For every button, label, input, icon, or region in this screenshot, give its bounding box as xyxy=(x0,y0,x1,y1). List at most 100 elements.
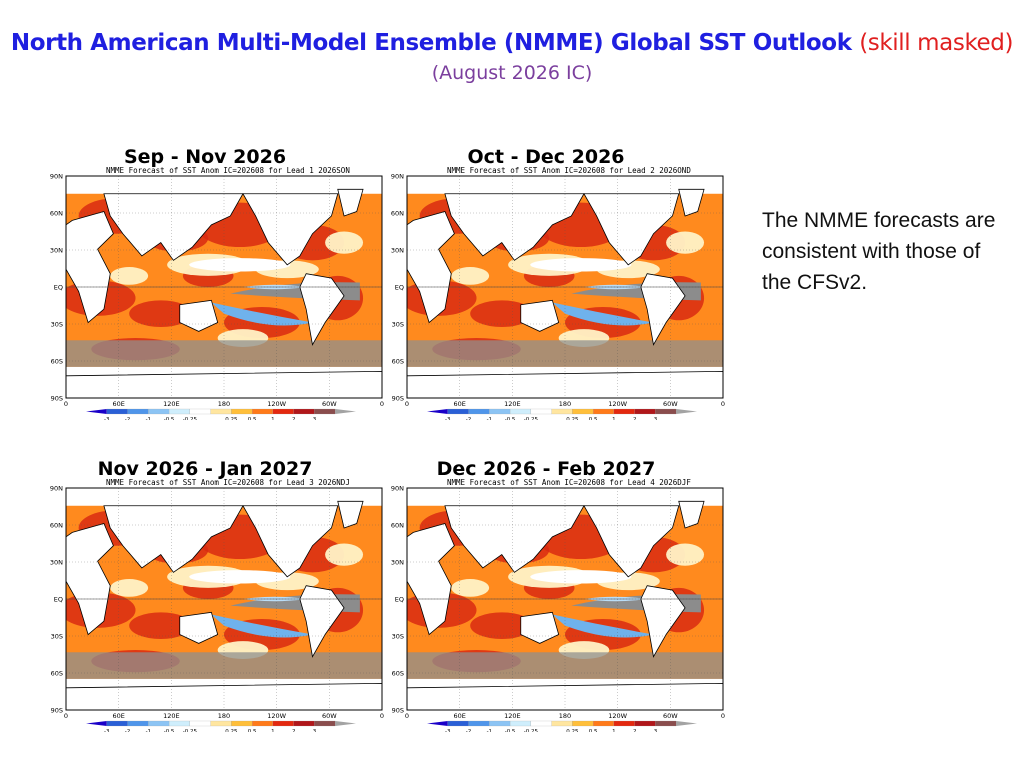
colorbar-tick-label: 0.25 xyxy=(566,417,579,420)
lat-label: 90S xyxy=(51,395,63,403)
lat-label: 30S xyxy=(392,633,404,641)
title-main: North American Multi-Model Ensemble (NMM… xyxy=(10,30,852,56)
lat-label: 90N xyxy=(50,485,63,493)
panel-season-label: Dec 2026 - Feb 2027 xyxy=(436,458,656,480)
colorbar-tick-label: -2 xyxy=(125,417,130,420)
page-subtitle: (August 2026 IC) xyxy=(431,62,593,84)
lon-label: 0 xyxy=(380,400,384,408)
lat-label: 60N xyxy=(50,522,63,530)
lat-label: 60N xyxy=(391,522,404,530)
colorbar-tick-label: -3 xyxy=(445,417,451,420)
lat-label: 60S xyxy=(51,358,63,366)
title-skill-masked: (skill masked) xyxy=(859,30,1014,56)
colorbar-tick-label: -0.25 xyxy=(183,417,198,420)
lat-label: EQ xyxy=(54,596,63,604)
lon-label: 180 xyxy=(218,712,230,720)
colorbar-tick-label: -2 xyxy=(466,729,471,732)
sst-anomaly-map: NMME Forecast of SST Anom IC=202608 for … xyxy=(391,478,725,732)
lon-label: 120W xyxy=(608,400,627,408)
sst-anomaly-map: NMME Forecast of SST Anom IC=202608 for … xyxy=(50,166,384,420)
colorbar-tick-label: -0.5 xyxy=(164,417,175,420)
panel-season-label: Sep - Nov 2026 xyxy=(123,146,287,168)
colorbar-tick-label: 1 xyxy=(271,417,275,420)
lon-label: 180 xyxy=(559,400,571,408)
colorbar: -3 -2 -1 -0.5 -0.25 0.25 0.5 1 2 3 xyxy=(427,408,697,420)
colorbar-tick-label: -1 xyxy=(146,417,151,420)
colorbar-tick-label: 0.5 xyxy=(589,417,598,420)
lat-label: 30N xyxy=(50,559,63,567)
lon-label: 120E xyxy=(163,400,180,408)
colorbar-tick-label: 3 xyxy=(313,729,317,732)
panel-season-label: Oct - Dec 2026 xyxy=(467,146,625,168)
lon-label: 0 xyxy=(721,712,725,720)
lon-label: 60E xyxy=(112,712,124,720)
lat-label: 60N xyxy=(50,210,63,218)
lon-label: 60W xyxy=(322,400,337,408)
lon-label: 60E xyxy=(453,712,465,720)
colorbar-tick-label: 1 xyxy=(612,729,616,732)
colorbar-tick-label: -1 xyxy=(487,417,492,420)
lat-label: 90S xyxy=(392,707,404,715)
lon-label: 180 xyxy=(559,712,571,720)
lat-label: 30S xyxy=(51,633,63,641)
colorbar-tick-label: 1 xyxy=(271,729,275,732)
colorbar-tick-label: -0.25 xyxy=(183,729,198,732)
colorbar-tick-label: 3 xyxy=(313,417,317,420)
map-title: NMME Forecast of SST Anom IC=202608 for … xyxy=(447,478,691,487)
map-panel-djf: Dec 2026 - Feb 2027 NMME Forecast of SST … xyxy=(386,458,725,732)
lat-label: 30S xyxy=(392,321,404,329)
lat-label: 30N xyxy=(391,559,404,567)
lon-label: 120W xyxy=(267,400,286,408)
lat-label: 30N xyxy=(50,247,63,255)
colorbar-tick-label: -2 xyxy=(466,417,471,420)
lat-label: 60S xyxy=(392,670,404,678)
lon-label: 60W xyxy=(663,400,678,408)
colorbar-tick-label: 0.25 xyxy=(566,729,579,732)
forecast-note: The NMME forecasts are consistent with t… xyxy=(762,209,996,294)
map-panel-ndj: Nov 2026 - Jan 2027 NMME Forecast of SST … xyxy=(45,458,384,732)
map-panel-ond: Oct - Dec 2026 NMME Forecast of SST Anom … xyxy=(386,146,725,420)
colorbar-tick-label: 0.25 xyxy=(225,729,238,732)
colorbar-tick-label: -0.5 xyxy=(505,729,516,732)
lon-label: 120W xyxy=(267,712,286,720)
lat-label: 90S xyxy=(51,707,63,715)
colorbar-tick-label: -0.25 xyxy=(524,729,539,732)
lon-label: 60W xyxy=(663,712,678,720)
colorbar-tick-label: 0.5 xyxy=(589,729,598,732)
map-title: NMME Forecast of SST Anom IC=202608 for … xyxy=(447,166,691,175)
colorbar-tick-label: 2 xyxy=(633,417,637,420)
lat-label: 90N xyxy=(391,173,404,181)
colorbar-tick-label: -0.5 xyxy=(505,417,516,420)
lon-label: 60E xyxy=(112,400,124,408)
colorbar-tick-label: 0.25 xyxy=(225,417,238,420)
page-title: North American Multi-Model Ensemble (NMM… xyxy=(0,30,1024,56)
colorbar: -3 -2 -1 -0.5 -0.25 0.25 0.5 1 2 3 xyxy=(427,720,697,732)
lon-label: 180 xyxy=(218,400,230,408)
colorbar-tick-label: 2 xyxy=(633,729,637,732)
lon-label: 0 xyxy=(64,400,68,408)
lon-label: 60E xyxy=(453,400,465,408)
lat-label: 90N xyxy=(50,173,63,181)
lon-label: 60W xyxy=(322,712,337,720)
lat-label: 60S xyxy=(392,358,404,366)
lat-label: 60S xyxy=(51,670,63,678)
colorbar-tick-label: -1 xyxy=(146,729,151,732)
colorbar-tick-label: -1 xyxy=(487,729,492,732)
colorbar: -3 -2 -1 -0.5 -0.25 0.25 0.5 1 2 3 xyxy=(86,720,356,732)
colorbar-tick-label: -0.5 xyxy=(164,729,175,732)
colorbar-tick-label: -2 xyxy=(125,729,130,732)
lat-label: EQ xyxy=(395,596,404,604)
colorbar-tick-label: -3 xyxy=(104,729,110,732)
map-title: NMME Forecast of SST Anom IC=202608 for … xyxy=(106,478,350,487)
lat-label: 90S xyxy=(392,395,404,403)
map-title: NMME Forecast of SST Anom IC=202608 for … xyxy=(106,166,350,175)
colorbar-tick-label: -3 xyxy=(445,729,451,732)
colorbar-tick-label: 2 xyxy=(292,729,296,732)
lat-label: 30S xyxy=(51,321,63,329)
map-panel-son: Sep - Nov 2026 NMME Forecast of SST Anom … xyxy=(45,146,384,420)
lat-label: 90N xyxy=(391,485,404,493)
colorbar-tick-label: 0.5 xyxy=(248,729,257,732)
colorbar-tick-label: 0.5 xyxy=(248,417,257,420)
lon-label: 0 xyxy=(721,400,725,408)
lon-label: 0 xyxy=(380,712,384,720)
